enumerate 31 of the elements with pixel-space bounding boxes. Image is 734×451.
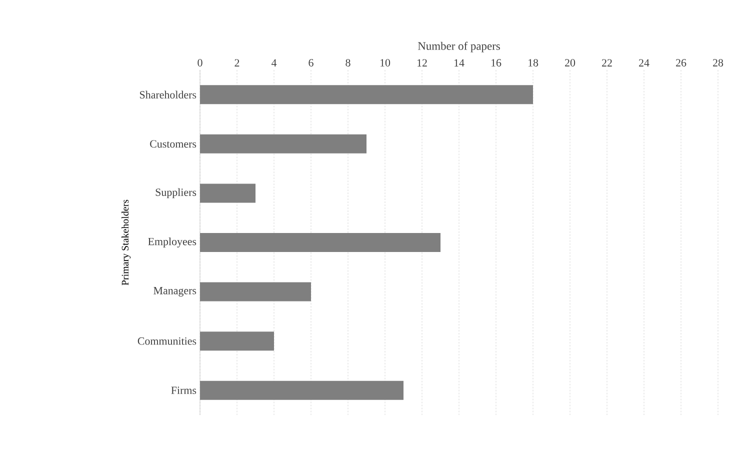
y-tick-label: Customers — [150, 140, 196, 148]
y-axis-title: Primary Stakeholders — [122, 200, 131, 286]
y-tick-label: Suppliers — [156, 188, 196, 198]
x-tick-label: 10 — [380, 59, 390, 66]
x-tick-label: 4 — [271, 59, 277, 66]
x-tick-label: 8 — [346, 59, 350, 66]
bar — [200, 282, 312, 302]
y-tick-label: Communities — [138, 337, 196, 345]
bar — [200, 85, 534, 104]
y-tick-label: Employees — [148, 238, 196, 248]
x-tick-label: 2 — [234, 59, 240, 66]
x-tick-label: 16 — [491, 59, 502, 66]
x-tick-label: 24 — [639, 59, 650, 66]
bar — [200, 380, 404, 400]
x-tick-label: 22 — [602, 59, 612, 66]
y-tick-label: Firms — [171, 386, 196, 394]
x-tick-label: 18 — [528, 59, 538, 66]
x-axis-title: Number of papers — [418, 42, 500, 52]
x-tick-label: 20 — [565, 59, 576, 66]
y-tick-label: Shareholders — [140, 90, 196, 98]
bar — [200, 134, 367, 154]
bar — [200, 233, 441, 252]
x-tick-label: 28 — [713, 59, 724, 66]
bar — [200, 184, 256, 203]
bar — [200, 332, 274, 351]
x-tick-label: 26 — [676, 59, 686, 66]
x-tick-label: 14 — [454, 59, 464, 66]
y-tick-label: Managers — [154, 287, 196, 297]
x-tick-label: 0 — [198, 59, 202, 66]
x-tick-label: 6 — [308, 59, 314, 66]
x-tick-label: 12 — [417, 59, 427, 66]
